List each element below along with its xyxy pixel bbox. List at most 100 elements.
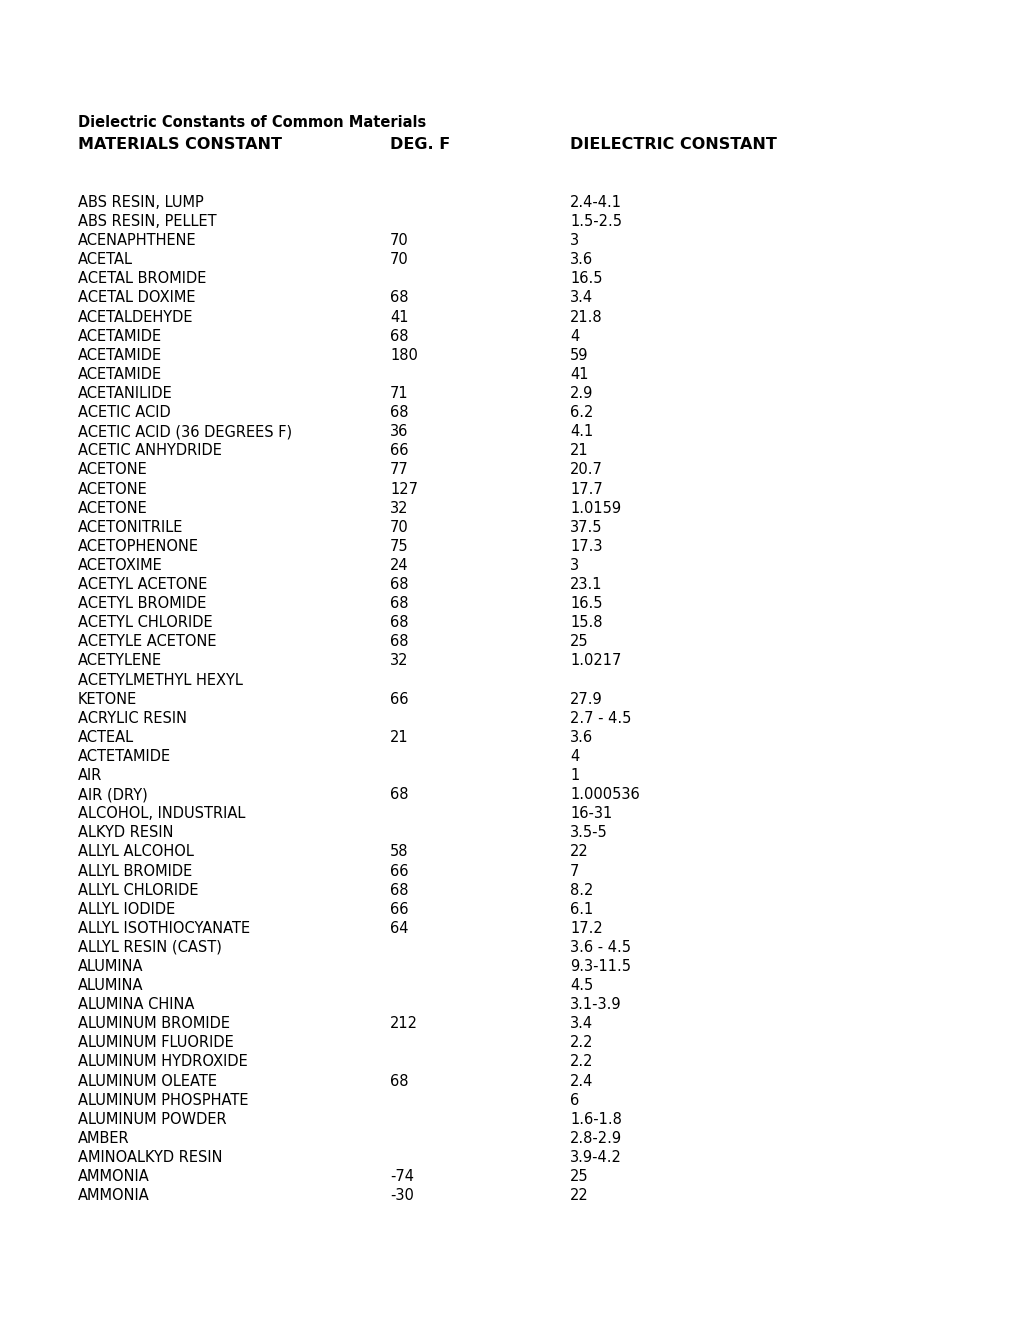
Text: 68: 68 xyxy=(389,883,408,898)
Text: ALLYL BROMIDE: ALLYL BROMIDE xyxy=(77,863,192,879)
Text: 64: 64 xyxy=(389,921,408,936)
Text: ACETAL: ACETAL xyxy=(77,252,132,267)
Text: 1.6-1.8: 1.6-1.8 xyxy=(570,1111,622,1127)
Text: ALUMINA CHINA: ALUMINA CHINA xyxy=(77,997,195,1012)
Text: 21: 21 xyxy=(389,730,409,744)
Text: 6.1: 6.1 xyxy=(570,902,593,916)
Text: 1.000536: 1.000536 xyxy=(570,787,639,803)
Text: ACETOPHENONE: ACETOPHENONE xyxy=(77,539,199,554)
Text: ALCOHOL, INDUSTRIAL: ALCOHOL, INDUSTRIAL xyxy=(77,807,246,821)
Text: 3.6 - 4.5: 3.6 - 4.5 xyxy=(570,940,631,954)
Text: 16-31: 16-31 xyxy=(570,807,611,821)
Text: ACTETAMIDE: ACTETAMIDE xyxy=(77,748,171,764)
Text: 4: 4 xyxy=(570,329,579,343)
Text: ALLYL CHLORIDE: ALLYL CHLORIDE xyxy=(77,883,199,898)
Text: KETONE: KETONE xyxy=(77,692,138,706)
Text: ACRYLIC RESIN: ACRYLIC RESIN xyxy=(77,710,186,726)
Text: ACETONE: ACETONE xyxy=(77,500,148,516)
Text: DEG. F: DEG. F xyxy=(389,137,449,152)
Text: 66: 66 xyxy=(389,863,408,879)
Text: ALUMINA: ALUMINA xyxy=(77,960,144,974)
Text: 1: 1 xyxy=(570,768,579,783)
Text: 22: 22 xyxy=(570,1188,588,1204)
Text: ALKYD RESIN: ALKYD RESIN xyxy=(77,825,173,841)
Text: 59: 59 xyxy=(570,347,588,363)
Text: 24: 24 xyxy=(389,558,409,573)
Text: ALUMINUM OLEATE: ALUMINUM OLEATE xyxy=(77,1073,217,1089)
Text: 2.8-2.9: 2.8-2.9 xyxy=(570,1131,622,1146)
Text: AMMONIA: AMMONIA xyxy=(77,1188,150,1204)
Text: ABS RESIN, LUMP: ABS RESIN, LUMP xyxy=(77,195,204,210)
Text: 27.9: 27.9 xyxy=(570,692,602,706)
Text: 21: 21 xyxy=(570,444,588,458)
Text: 77: 77 xyxy=(389,462,409,478)
Text: ALUMINUM FLUORIDE: ALUMINUM FLUORIDE xyxy=(77,1035,233,1051)
Text: 6: 6 xyxy=(570,1093,579,1107)
Text: 4.5: 4.5 xyxy=(570,978,593,993)
Text: -30: -30 xyxy=(389,1188,414,1204)
Text: ALLYL ALCOHOL: ALLYL ALCOHOL xyxy=(77,845,194,859)
Text: 2.9: 2.9 xyxy=(570,385,593,401)
Text: 1.0159: 1.0159 xyxy=(570,500,621,516)
Text: ALUMINUM HYDROXIDE: ALUMINUM HYDROXIDE xyxy=(77,1055,248,1069)
Text: ACETIC ANHYDRIDE: ACETIC ANHYDRIDE xyxy=(77,444,222,458)
Text: ACETYL BROMIDE: ACETYL BROMIDE xyxy=(77,597,206,611)
Text: -74: -74 xyxy=(389,1170,414,1184)
Text: ACETONITRILE: ACETONITRILE xyxy=(77,520,183,535)
Text: 66: 66 xyxy=(389,692,408,706)
Text: 7: 7 xyxy=(570,863,579,879)
Text: Dielectric Constants of Common Materials: Dielectric Constants of Common Materials xyxy=(77,115,426,129)
Text: 21.8: 21.8 xyxy=(570,310,602,325)
Text: 3.4: 3.4 xyxy=(570,1016,592,1031)
Text: 3.6: 3.6 xyxy=(570,730,592,744)
Text: 58: 58 xyxy=(389,845,408,859)
Text: 68: 68 xyxy=(389,290,408,305)
Text: 25: 25 xyxy=(570,635,588,649)
Text: 3.9-4.2: 3.9-4.2 xyxy=(570,1150,622,1166)
Text: 68: 68 xyxy=(389,597,408,611)
Text: 68: 68 xyxy=(389,405,408,420)
Text: ACETONE: ACETONE xyxy=(77,482,148,496)
Text: ACETANILIDE: ACETANILIDE xyxy=(77,385,172,401)
Text: 1.5-2.5: 1.5-2.5 xyxy=(570,214,622,230)
Text: ACETAL BROMIDE: ACETAL BROMIDE xyxy=(77,272,206,286)
Text: 2.7 - 4.5: 2.7 - 4.5 xyxy=(570,710,631,726)
Text: 68: 68 xyxy=(389,615,408,630)
Text: ACENAPHTHENE: ACENAPHTHENE xyxy=(77,234,197,248)
Text: 4.1: 4.1 xyxy=(570,424,593,440)
Text: 2.2: 2.2 xyxy=(570,1035,593,1051)
Text: ACTEAL: ACTEAL xyxy=(77,730,133,744)
Text: 17.2: 17.2 xyxy=(570,921,602,936)
Text: 2.2: 2.2 xyxy=(570,1055,593,1069)
Text: 68: 68 xyxy=(389,577,408,591)
Text: 71: 71 xyxy=(389,385,409,401)
Text: ALUMINUM BROMIDE: ALUMINUM BROMIDE xyxy=(77,1016,229,1031)
Text: 3: 3 xyxy=(570,234,579,248)
Text: AIR: AIR xyxy=(77,768,102,783)
Text: ACETAL DOXIME: ACETAL DOXIME xyxy=(77,290,196,305)
Text: 3.6: 3.6 xyxy=(570,252,592,267)
Text: ACETAMIDE: ACETAMIDE xyxy=(77,329,162,343)
Text: ACETYL ACETONE: ACETYL ACETONE xyxy=(77,577,207,591)
Text: 1.0217: 1.0217 xyxy=(570,653,621,668)
Text: 9.3-11.5: 9.3-11.5 xyxy=(570,960,631,974)
Text: 16.5: 16.5 xyxy=(570,597,602,611)
Text: ACETALDEHYDE: ACETALDEHYDE xyxy=(77,310,194,325)
Text: 2.4: 2.4 xyxy=(570,1073,593,1089)
Text: AMBER: AMBER xyxy=(77,1131,129,1146)
Text: ALUMINUM PHOSPHATE: ALUMINUM PHOSPHATE xyxy=(77,1093,249,1107)
Text: ACETYLE ACETONE: ACETYLE ACETONE xyxy=(77,635,216,649)
Text: DIELECTRIC CONSTANT: DIELECTRIC CONSTANT xyxy=(570,137,776,152)
Text: 3.5-5: 3.5-5 xyxy=(570,825,607,841)
Text: 66: 66 xyxy=(389,444,408,458)
Text: 6.2: 6.2 xyxy=(570,405,593,420)
Text: 75: 75 xyxy=(389,539,409,554)
Text: ALLYL ISOTHIOCYANATE: ALLYL ISOTHIOCYANATE xyxy=(77,921,250,936)
Text: ACETYL CHLORIDE: ACETYL CHLORIDE xyxy=(77,615,212,630)
Text: ACETIC ACID (36 DEGREES F): ACETIC ACID (36 DEGREES F) xyxy=(77,424,291,440)
Text: 41: 41 xyxy=(570,367,588,381)
Text: 25: 25 xyxy=(570,1170,588,1184)
Text: 20.7: 20.7 xyxy=(570,462,602,478)
Text: 36: 36 xyxy=(389,424,408,440)
Text: 68: 68 xyxy=(389,329,408,343)
